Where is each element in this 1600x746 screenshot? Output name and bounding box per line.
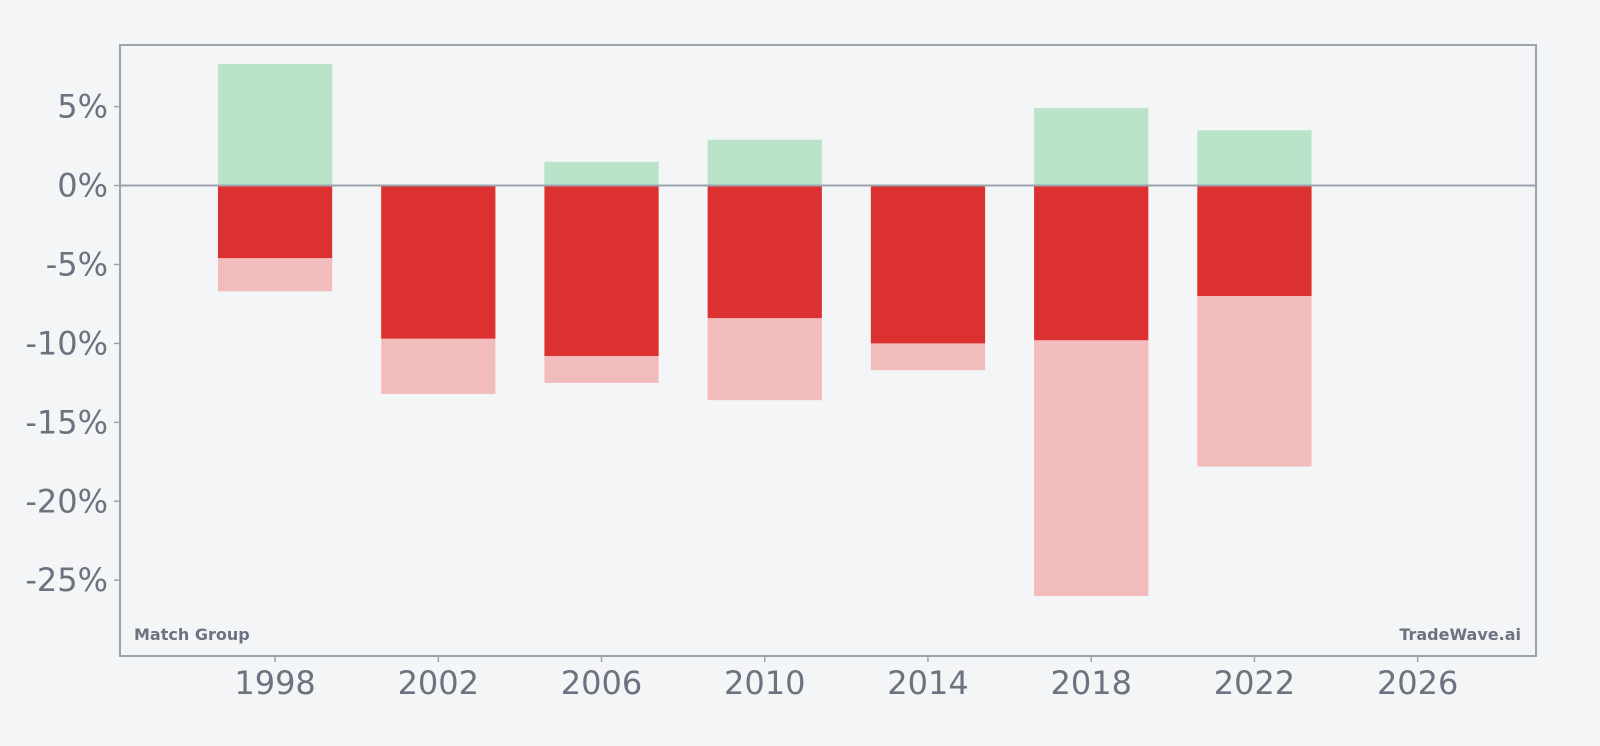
- y-tick-label: -10%: [25, 324, 108, 362]
- company-watermark: Match Group: [134, 625, 250, 644]
- x-tick-label: 2010: [724, 664, 805, 702]
- bar-upper-2022: [1197, 130, 1312, 186]
- y-tick-label: -15%: [25, 403, 108, 441]
- source-watermark: TradeWave.ai: [1399, 625, 1521, 644]
- x-tick-label: 2002: [398, 664, 479, 702]
- bar-lower-extended-2002: [381, 338, 496, 394]
- y-tick-label: -25%: [25, 561, 108, 599]
- bar-upper-1998: [217, 63, 333, 186]
- bar-lower-extended-2014: [870, 343, 986, 371]
- bars-layer: [217, 63, 1312, 597]
- plot-frame: [119, 44, 1537, 657]
- x-tick-label: 1998: [234, 664, 315, 702]
- bar-lower-main-2002: [381, 185, 496, 339]
- bar-lower-extended-1998: [217, 258, 333, 292]
- bar-lower-main-2006: [544, 185, 659, 357]
- bar-lower-main-2010: [707, 185, 822, 319]
- bar-lower-main-2018: [1034, 185, 1149, 341]
- bar-lower-extended-2022: [1197, 296, 1312, 467]
- x-axis: 1998 2002 2006 2010 2014 2018 2022 2026: [234, 656, 1458, 702]
- bar-upper-2018: [1034, 108, 1149, 186]
- y-tick-label: -5%: [46, 245, 108, 283]
- bar-upper-2010: [707, 139, 822, 186]
- y-axis: 5% 0% -5% -10% -15% -20% -25%: [25, 88, 120, 599]
- bar-lower-extended-2006: [544, 356, 659, 383]
- y-tick-label: 5%: [57, 88, 108, 126]
- x-tick-label: 2022: [1214, 664, 1295, 702]
- x-tick-label: 2014: [887, 664, 968, 702]
- x-tick-label: 2006: [561, 664, 642, 702]
- x-tick-label: 2026: [1377, 664, 1458, 702]
- bar-lower-extended-2018: [1034, 340, 1149, 597]
- bar-upper-2006: [544, 161, 659, 186]
- x-tick-label: 2018: [1050, 664, 1131, 702]
- bar-lower-main-2014: [870, 185, 986, 344]
- bar-lower-main-2022: [1197, 185, 1312, 297]
- y-tick-label: -20%: [25, 482, 108, 520]
- bar-lower-extended-2010: [707, 318, 822, 401]
- y-tick-label: 0%: [57, 167, 108, 205]
- bar-lower-main-1998: [217, 185, 333, 259]
